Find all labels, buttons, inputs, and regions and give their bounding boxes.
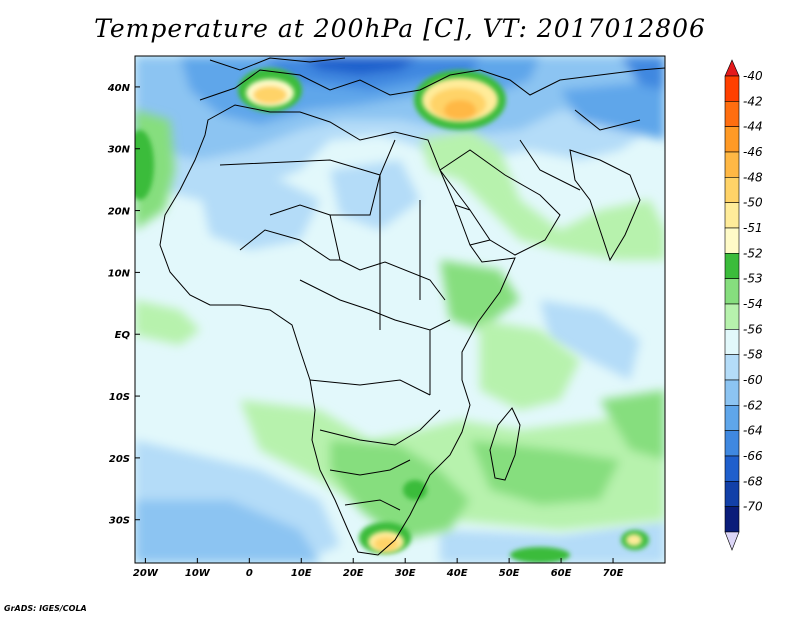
colorbar-label: -62 (743, 398, 763, 412)
colorbar-label: -52 (743, 246, 763, 260)
colorbar-swatch (724, 481, 740, 507)
colorbar-top-arrow (724, 59, 740, 77)
lon-tick-label: 30E (395, 568, 416, 579)
colorbar-swatch (724, 253, 740, 279)
coastlines (159, 57, 665, 556)
lat-tick-label: 40N (107, 83, 131, 94)
colorbar-swatch (724, 101, 740, 127)
colorbar-swatch (724, 329, 740, 355)
lon-tick-label: 20W (133, 568, 159, 579)
lon-tick-label: 40E (446, 568, 468, 579)
lat-tick-label: 10N (108, 268, 131, 279)
lat-tick-label: 30N (108, 145, 131, 156)
colorbar-label: -64 (743, 424, 763, 438)
lat-tick-label: 20S (109, 454, 130, 465)
colorbar-swatch (724, 506, 740, 533)
colorbar-label: -56 (743, 322, 763, 336)
colorbar-swatch (724, 405, 740, 431)
colorbar-label: -46 (743, 145, 763, 159)
lon-tick-label: 10W (185, 568, 211, 579)
lon-tick-label: 20E (343, 568, 364, 579)
colorbar-label: -70 (743, 500, 763, 514)
colorbar-swatch (724, 75, 740, 102)
colorbar-label: -54 (743, 297, 763, 311)
colorbar-label: -58 (743, 348, 763, 362)
colorbar-label: -40 (743, 69, 763, 83)
map-title: Temperature at 200hPa [C], VT: 201701280… (94, 14, 706, 43)
colorbar-swatch (724, 379, 740, 406)
lat-tick-label: 10S (109, 392, 130, 403)
colorbar-swatch (724, 303, 740, 330)
colorbar-label: -68 (743, 474, 763, 488)
colorbar-label: -48 (743, 170, 763, 184)
longitude-axis: 20W 10W 0 10E 20E 30E 40E 50E 60E 70E (133, 558, 624, 579)
lon-tick-label: 10E (291, 568, 312, 579)
lat-tick-label: 20N (108, 207, 131, 218)
grads-credit: GrADS: IGES/COLA (4, 604, 87, 613)
colorbar-label: -50 (743, 196, 763, 210)
colorbar-label: -66 (743, 449, 763, 463)
map-frame (134, 55, 666, 564)
colorbar-swatch (724, 455, 740, 482)
lat-tick-label: EQ (115, 330, 131, 341)
colorbar-swatch (724, 177, 740, 203)
colorbar-label: -60 (743, 373, 763, 387)
latitude-axis: 40N 30N 20N 10N EQ 10S 20S 30S (107, 83, 140, 527)
colorbar-label: -44 (743, 120, 763, 134)
colorbar-swatch (724, 151, 740, 178)
colorbar-bottom-arrow (724, 531, 740, 551)
colorbar-swatch (724, 227, 740, 254)
colorbar-label: -53 (743, 272, 763, 286)
temperature-field (135, 56, 665, 563)
colorbar-swatch (724, 430, 740, 457)
lon-tick-label: 0 (246, 568, 253, 579)
lat-tick-label: 30S (109, 516, 130, 527)
lon-tick-label: 70E (603, 568, 624, 579)
colorbar-label: -51 (743, 221, 763, 235)
colorbar-swatch (724, 126, 740, 153)
colorbar-swatch (724, 202, 740, 229)
colorbar-label: -42 (743, 94, 763, 108)
lon-tick-label: 60E (551, 568, 572, 579)
lon-tick-label: 50E (499, 568, 520, 579)
colorbar-swatch (724, 278, 740, 305)
colorbar-swatch (724, 354, 740, 381)
